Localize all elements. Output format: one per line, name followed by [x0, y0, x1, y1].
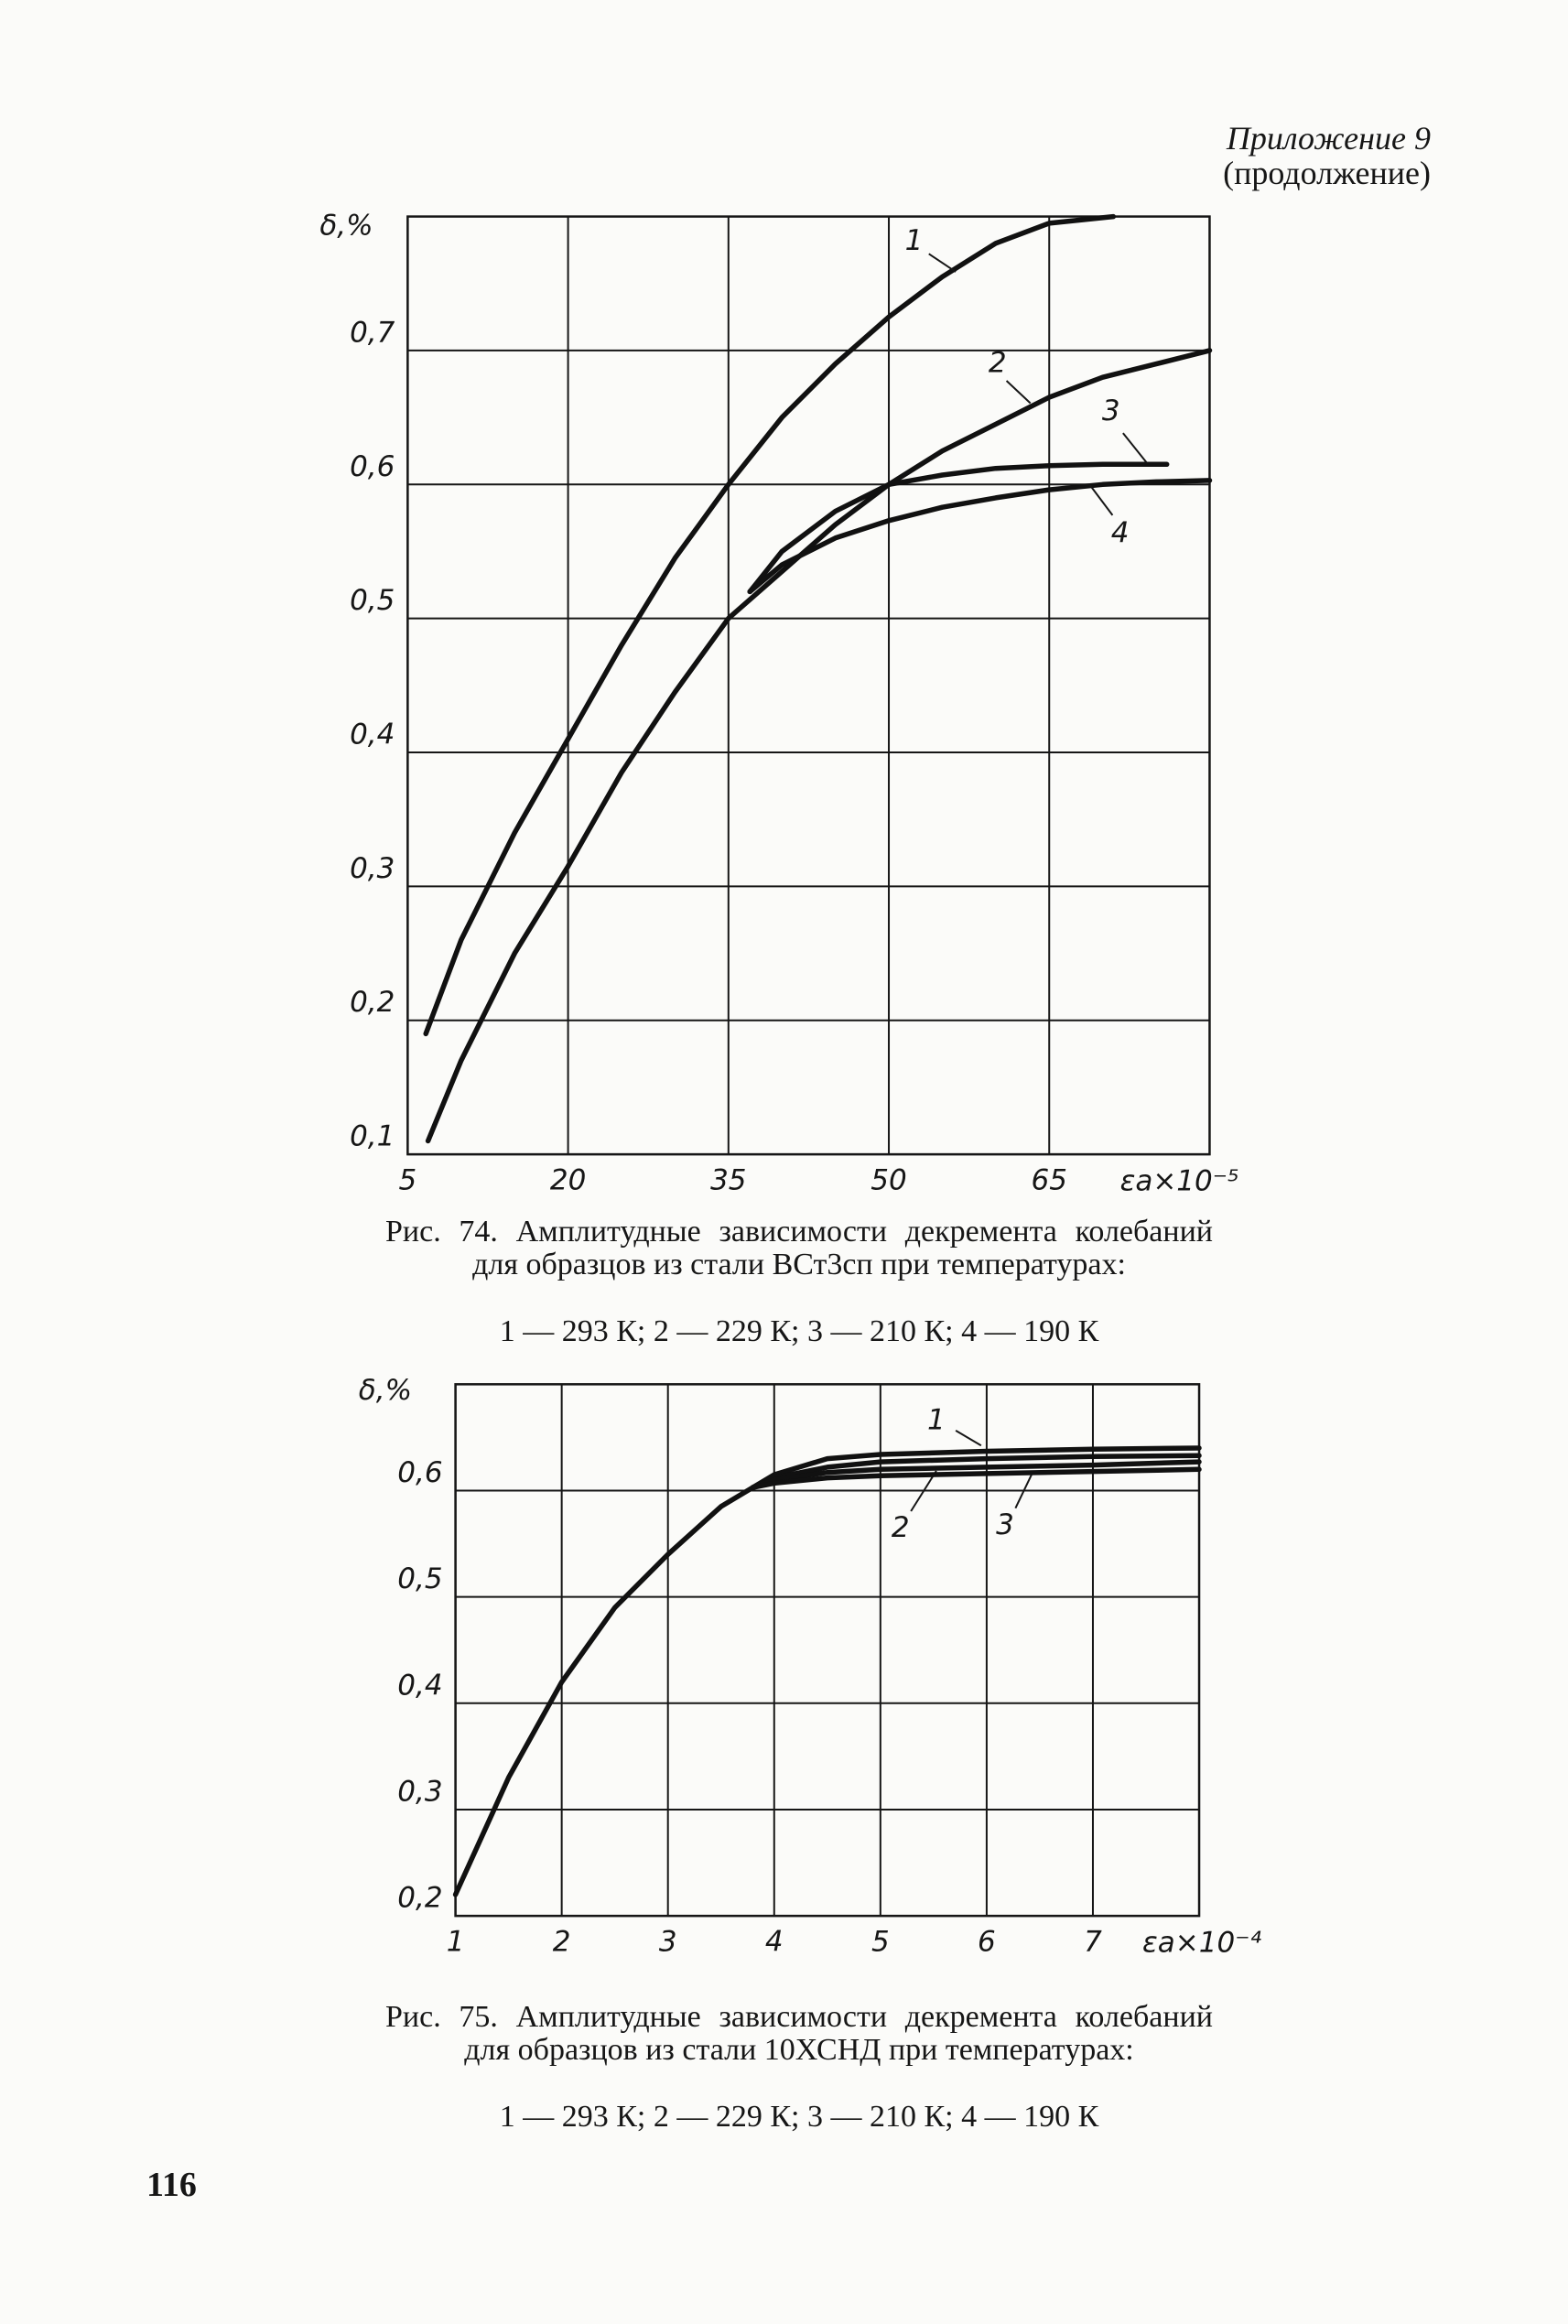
line-series: [452, 1445, 1202, 1897]
y-axis-label: δ,%: [359, 1374, 412, 1407]
x-tick-label: 5: [399, 1164, 417, 1197]
y-tick-label: 0,7: [350, 316, 395, 349]
series-label: 1: [905, 224, 924, 257]
label-leader: [1014, 1470, 1034, 1509]
label-leader: [910, 1470, 937, 1512]
series-label: 3: [996, 1508, 1014, 1541]
series-label: 1: [927, 1404, 946, 1437]
figure-caption: Рис. 74. Амплитудные зависимости декреме…: [385, 1215, 1213, 1281]
series-label: 2: [892, 1511, 910, 1544]
y-tick-label: 0,4: [397, 1669, 442, 1702]
line-series: [425, 348, 1213, 1144]
series-label: 3: [1102, 395, 1120, 427]
label-leader: [955, 1430, 982, 1447]
y-tick-label: 0,2: [397, 1882, 442, 1915]
header-subtitle: (продолжение): [1223, 155, 1431, 191]
x-tick-label: 7: [1084, 1926, 1102, 1959]
x-tick-label: 50: [871, 1164, 906, 1197]
x-tick-label: 65: [1032, 1164, 1067, 1197]
line-series: [750, 1459, 1202, 1490]
plot-frame: [406, 215, 1211, 1156]
x-tick-label: 20: [550, 1164, 586, 1197]
x-tick-label: 4: [765, 1926, 784, 1959]
line-series: [423, 213, 1117, 1037]
label-leader: [1089, 484, 1114, 516]
y-tick-label: 0,2: [350, 986, 395, 1019]
line-series: [747, 461, 1170, 595]
y-tick-label: 0,6: [350, 450, 395, 483]
label-leader: [1005, 380, 1032, 405]
x-tick-label: 3: [659, 1926, 677, 1959]
y-tick-label: 0,4: [350, 719, 395, 751]
figure-legend: 1 — 293 К; 2 — 229 К; 3 — 210 К; 4 — 190…: [499, 2100, 1099, 2134]
y-axis-label: δ,%: [319, 209, 373, 242]
x-tick-label: 2: [553, 1926, 571, 1959]
y-tick-label: 0,1: [350, 1120, 395, 1153]
line-series: [750, 1466, 1202, 1490]
y-tick-label: 0,5: [397, 1562, 442, 1595]
x-tick-label: 35: [710, 1164, 746, 1197]
y-tick-label: 0,5: [350, 584, 395, 617]
label-leader: [1122, 432, 1148, 464]
page-number: 116: [146, 2166, 197, 2204]
header-title: Приложение 9: [1226, 120, 1431, 157]
x-axis-label: εa×10⁻⁴: [1142, 1927, 1262, 1960]
figure-legend: 1 — 293 К; 2 — 229 К; 3 — 210 К; 4 — 190…: [499, 1314, 1099, 1348]
line-series: [747, 478, 1213, 595]
x-tick-label: 6: [978, 1926, 996, 1959]
series-label: 4: [1111, 517, 1130, 550]
x-tick-label: 5: [871, 1926, 890, 1959]
series-label: 2: [989, 347, 1007, 380]
label-leader: [928, 253, 957, 273]
x-tick-label: 1: [447, 1926, 465, 1959]
x-axis-label: εa×10⁻⁵: [1120, 1165, 1239, 1198]
figure-caption: Рис. 75. Амплитудные зависимости декреме…: [385, 2000, 1213, 2067]
y-tick-label: 0,3: [350, 852, 395, 885]
y-tick-label: 0,6: [397, 1456, 442, 1489]
y-tick-label: 0,3: [397, 1775, 442, 1808]
